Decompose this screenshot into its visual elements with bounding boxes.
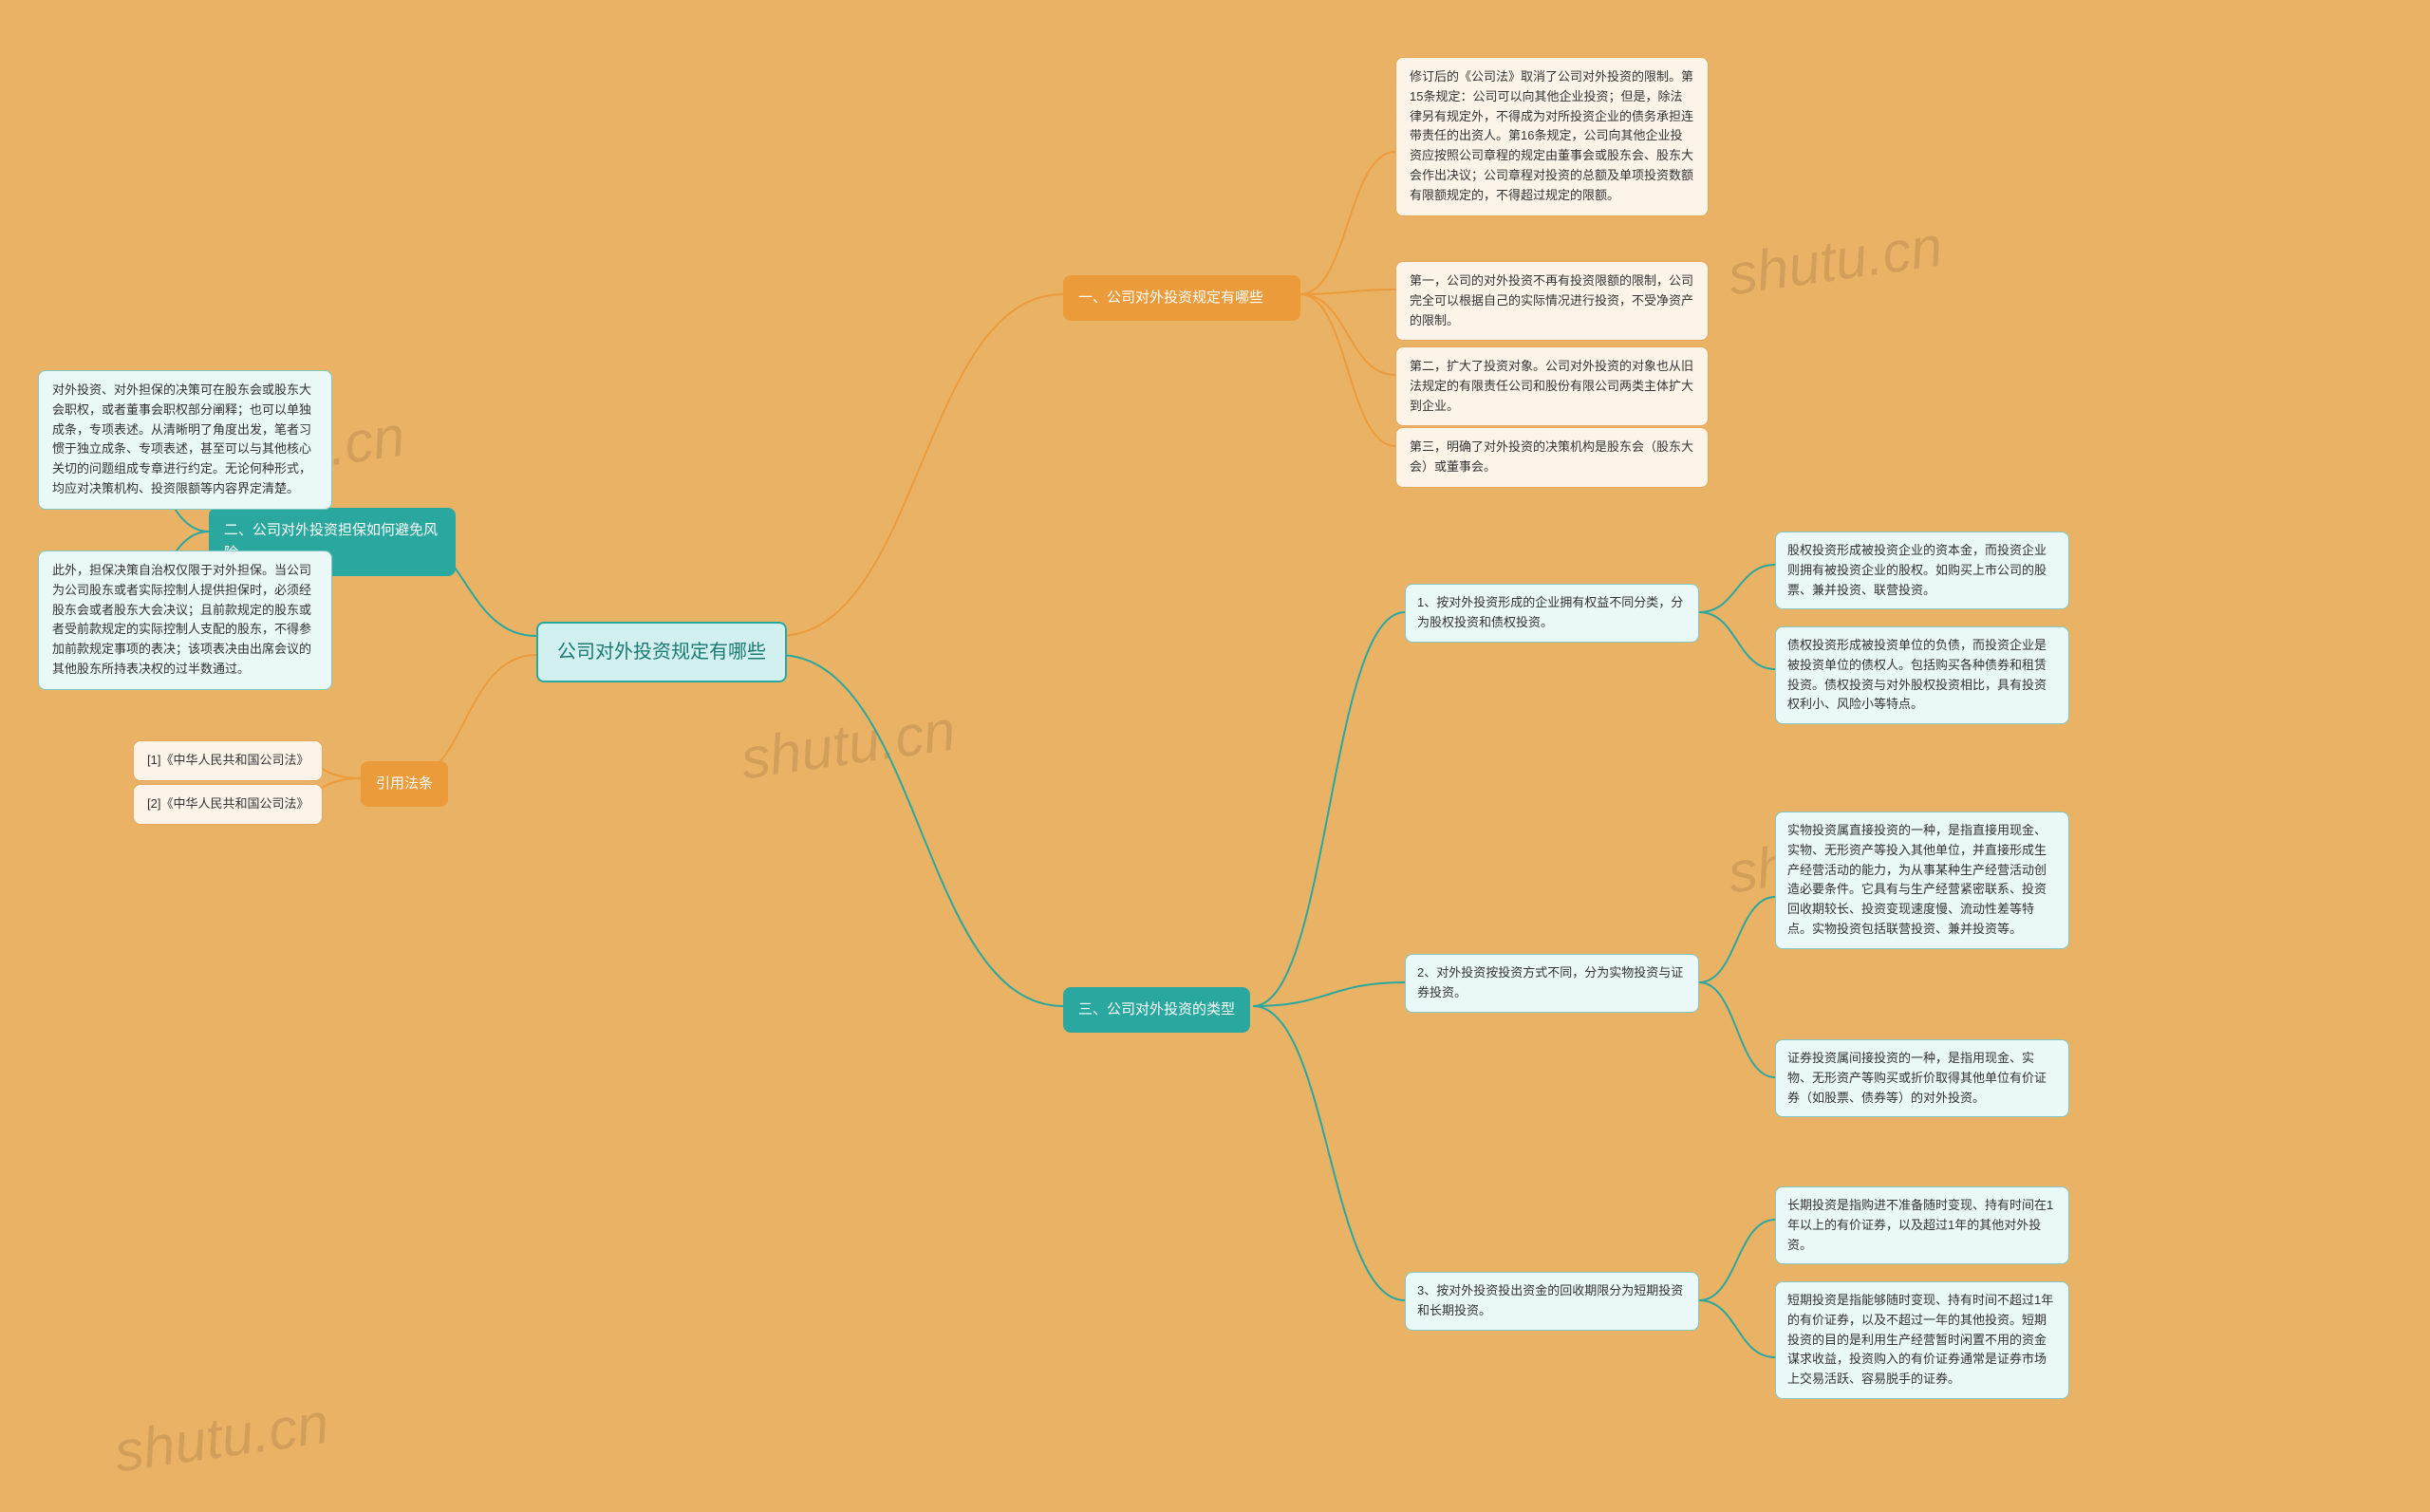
- watermark: shutu.cn: [110, 1391, 332, 1485]
- branch3-sub3-leaf2: 短期投资是指能够随时变现、持有时间不超过1年的有价证券，以及不超过一年的其他投资…: [1775, 1281, 2069, 1399]
- branch1-leaf-2: 第一，公司的对外投资不再有投资限额的限制，公司完全可以根据自己的实际情况进行投资…: [1395, 261, 1709, 341]
- branch2-leaf-2: 此外，担保决策自治权仅限于对外担保。当公司为公司股东或者实际控制人提供担保时，必…: [38, 551, 332, 690]
- branch4-leaf-1: [1]《中华人民共和国公司法》: [133, 740, 323, 781]
- branch1-leaf-4: 第三，明确了对外投资的决策机构是股东会（股东大会）或董事会。: [1395, 427, 1709, 488]
- branch3-sub1-leaf2: 债权投资形成被投资单位的负债，而投资企业是被投资单位的债权人。包括购买各种债券和…: [1775, 626, 2069, 724]
- branch3-sub2: 2、对外投资按投资方式不同，分为实物投资与证券投资。: [1405, 954, 1699, 1013]
- branch3-sub1: 1、按对外投资形成的企业拥有权益不同分类，分为股权投资和债权投资。: [1405, 584, 1699, 643]
- branch3-sub3-leaf1: 长期投资是指购进不准备随时变现、持有时间在1年以上的有价证券，以及超过1年的其他…: [1775, 1186, 2069, 1264]
- root-node: 公司对外投资规定有哪些: [536, 622, 787, 682]
- branch1-leaf-3: 第二，扩大了投资对象。公司对外投资的对象也从旧法规定的有限责任公司和股份有限公司…: [1395, 346, 1709, 426]
- branch3-sub2-leaf2: 证券投资属间接投资的一种，是指用现金、实物、无形资产等购买或折价取得其他单位有价…: [1775, 1039, 2069, 1117]
- branch3-sub2-leaf1: 实物投资属直接投资的一种，是指直接用现金、实物、无形资产等投入其他单位，并直接形…: [1775, 812, 2069, 949]
- branch-4: 引用法条: [361, 761, 448, 807]
- watermark: shutu.cn: [1724, 214, 1946, 308]
- branch1-leaf-1: 修订后的《公司法》取消了公司对外投资的限制。第15条规定：公司可以向其他企业投资…: [1395, 57, 1709, 216]
- watermark: shutu.cn: [737, 698, 959, 793]
- branch-3: 三、公司对外投资的类型: [1063, 987, 1250, 1033]
- branch-1: 一、公司对外投资规定有哪些: [1063, 275, 1300, 321]
- branch3-sub3: 3、按对外投资投出资金的回收期限分为短期投资和长期投资。: [1405, 1272, 1699, 1331]
- branch3-sub1-leaf1: 股权投资形成被投资企业的资本金，而投资企业则拥有被投资企业的股权。如购买上市公司…: [1775, 532, 2069, 609]
- branch2-leaf-1: 对外投资、对外担保的决策可在股东会或股东大会职权，或者董事会职权部分阐释；也可以…: [38, 370, 332, 510]
- branch4-leaf-2: [2]《中华人民共和国公司法》: [133, 784, 323, 825]
